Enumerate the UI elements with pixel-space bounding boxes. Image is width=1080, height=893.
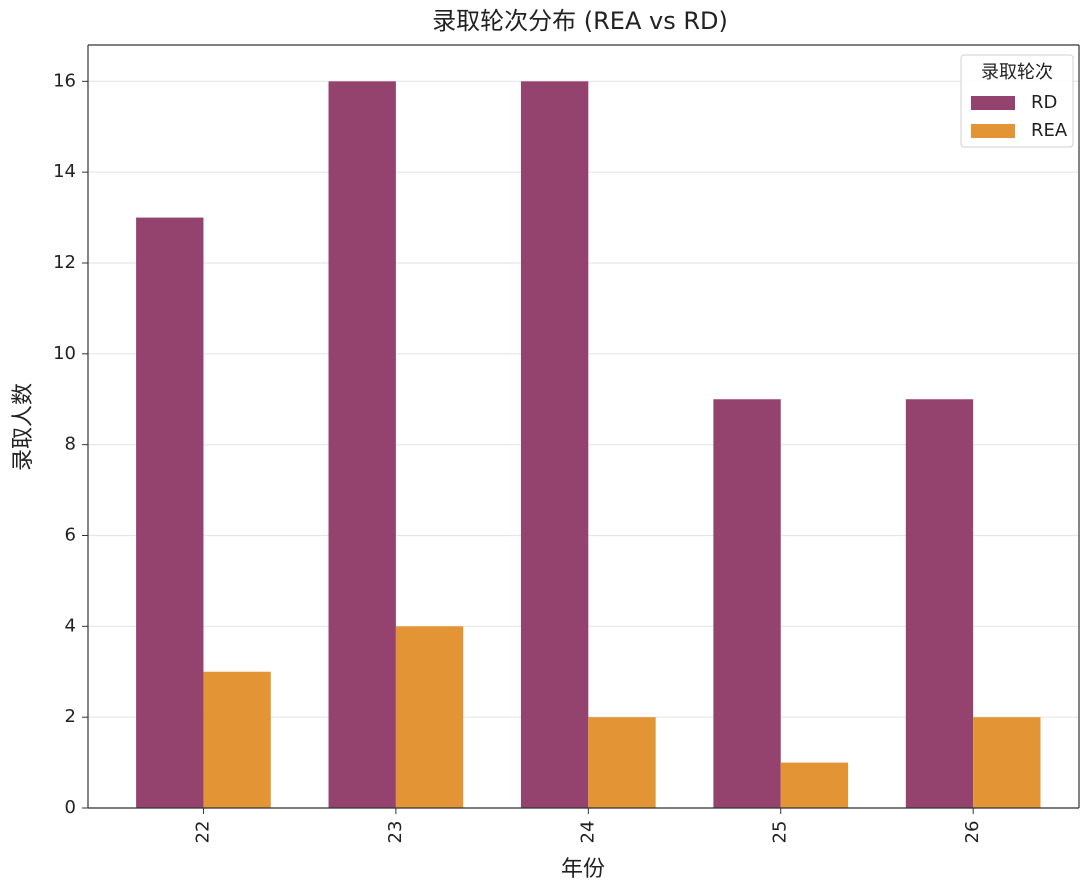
bar (588, 717, 656, 808)
y-tick-label: 4 (65, 615, 76, 636)
bar (905, 399, 974, 808)
bar (203, 671, 271, 808)
y-tick-label: 0 (65, 797, 76, 818)
bar (973, 717, 1041, 808)
x-tick-label: 24 (577, 821, 598, 844)
bar (395, 626, 464, 808)
y-tick-label: 10 (53, 343, 76, 364)
bar (136, 217, 204, 809)
y-tick-label: 6 (65, 525, 76, 546)
x-axis-label: 年份 (561, 857, 605, 882)
legend: 录取轮次 RD REA (960, 54, 1074, 148)
x-tick-label: 25 (770, 821, 791, 844)
bar (328, 81, 396, 809)
legend-label: RD (1031, 92, 1057, 113)
x-tick-label: 22 (192, 821, 213, 844)
y-tick-label: 16 (53, 70, 76, 91)
legend-swatch (971, 124, 1015, 138)
y-axis-label: 录取人数 (11, 383, 36, 471)
y-tick-label: 8 (65, 434, 76, 455)
y-tick-label: 14 (53, 161, 76, 182)
legend-swatch (971, 96, 1015, 110)
x-tick-label: 23 (385, 821, 406, 844)
x-tick-label: 26 (962, 821, 983, 844)
bar (780, 762, 849, 808)
legend-label: REA (1031, 120, 1068, 141)
legend-title: 录取轮次 (981, 62, 1053, 83)
y-tick-label: 2 (65, 706, 76, 727)
bar (713, 399, 781, 808)
chart-title: 录取轮次分布 (REA vs RD) (432, 7, 728, 35)
bar (520, 81, 589, 809)
y-tick-label: 12 (53, 252, 76, 273)
